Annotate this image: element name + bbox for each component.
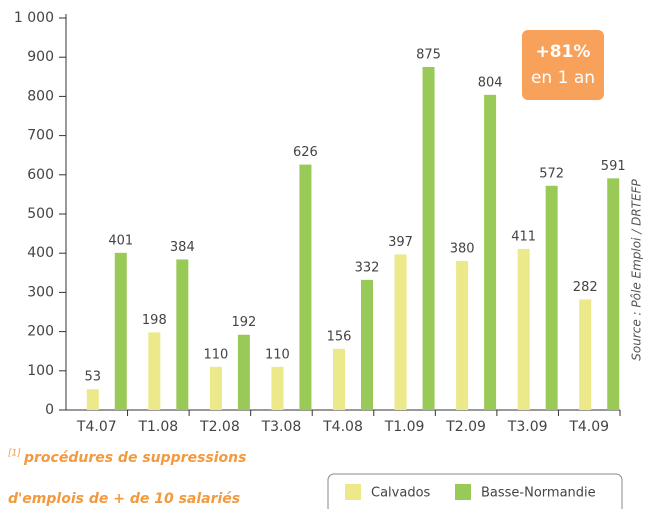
value-label: 411 [511,229,536,244]
value-label: 804 [478,75,503,90]
bar [607,178,620,410]
bar [86,389,99,410]
bar [394,254,407,410]
bar [299,164,312,410]
bar [484,94,497,410]
y-tick-label: 900 [27,49,54,65]
value-label: 572 [539,166,564,181]
legend-swatch [345,484,361,500]
value-label: 332 [355,260,380,275]
bar [114,252,127,410]
bar [271,366,284,410]
badge-text: +81% [536,42,591,62]
y-tick-label: 200 [27,324,54,340]
x-tick-label: T4.08 [322,419,363,435]
value-label: 110 [265,347,290,362]
x-tick-label: T3.08 [261,419,302,435]
bar [361,279,373,410]
y-tick-label: 300 [27,284,54,300]
bar [333,348,345,410]
note-marker: [1] [8,449,21,459]
bar [517,248,530,410]
value-label: 110 [203,347,228,362]
legend-label: Basse-Normandie [481,486,596,501]
x-tick-label: T2.09 [445,419,486,435]
y-tick-label: 0 [45,402,54,418]
legend-label: Calvados [371,486,431,501]
value-label: 875 [416,48,441,63]
value-label: 380 [450,242,475,257]
legend [327,473,623,509]
bar [209,366,222,410]
bar [579,299,592,410]
bar [545,185,558,410]
value-label: 282 [573,280,598,295]
bar [148,332,161,410]
x-tick-label: T1.08 [137,419,178,435]
source: Source : Pôle Emploi / DRTEFP [630,179,644,361]
badge-text: en 1 an [531,68,595,88]
bar [237,334,250,410]
note: d'emplois de + de 10 salariés [8,491,240,507]
y-tick-label: 1 000 [14,10,54,26]
value-label: 53 [85,370,102,385]
value-label: 198 [142,313,167,328]
value-label: 397 [388,235,413,250]
note: procédures de suppressions [23,450,246,466]
value-label: 626 [293,145,318,160]
value-label: 591 [601,159,626,174]
y-tick-label: 600 [27,167,54,183]
bar [176,259,189,410]
y-tick-label: 800 [27,88,54,104]
bar [422,67,435,410]
y-tick-label: 500 [27,206,54,222]
x-tick-label: T4.07 [76,419,117,435]
y-tick-label: 700 [27,128,54,144]
y-tick-label: 400 [27,245,54,261]
legend-swatch [455,484,471,500]
x-tick-label: T4.09 [568,419,609,435]
value-label: 192 [231,315,256,330]
badge [522,30,604,100]
x-tick-label: T1.09 [384,419,425,435]
value-label: 384 [170,240,195,255]
y-tick-label: 100 [27,363,54,379]
bar [456,261,469,410]
value-label: 401 [108,233,133,248]
x-tick-label: T3.09 [507,419,548,435]
x-tick-label: T2.08 [199,419,240,435]
value-label: 156 [327,329,352,344]
